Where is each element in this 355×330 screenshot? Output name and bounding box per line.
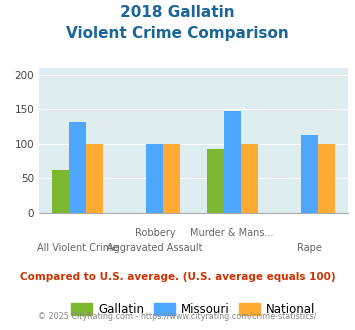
Bar [69,121,86,213]
Bar [224,111,241,213]
Text: Murder & Mans...: Murder & Mans... [190,228,274,238]
Bar [241,144,258,213]
Legend: Gallatin, Missouri, National: Gallatin, Missouri, National [66,299,321,321]
Text: Compared to U.S. average. (U.S. average equals 100): Compared to U.S. average. (U.S. average … [20,272,335,282]
Bar [301,135,318,213]
Text: 2018 Gallatin: 2018 Gallatin [120,5,235,20]
Bar [52,170,69,213]
Bar [86,144,103,213]
Bar [163,144,180,213]
Text: Robbery: Robbery [135,228,175,238]
Text: Violent Crime Comparison: Violent Crime Comparison [66,26,289,41]
Bar [318,144,335,213]
Text: All Violent Crime: All Violent Crime [37,243,118,252]
Text: Rape: Rape [297,243,322,252]
Text: Aggravated Assault: Aggravated Assault [107,243,203,252]
Bar [207,148,224,213]
Bar [146,144,163,213]
Text: © 2025 CityRating.com - https://www.cityrating.com/crime-statistics/: © 2025 CityRating.com - https://www.city… [38,312,317,321]
